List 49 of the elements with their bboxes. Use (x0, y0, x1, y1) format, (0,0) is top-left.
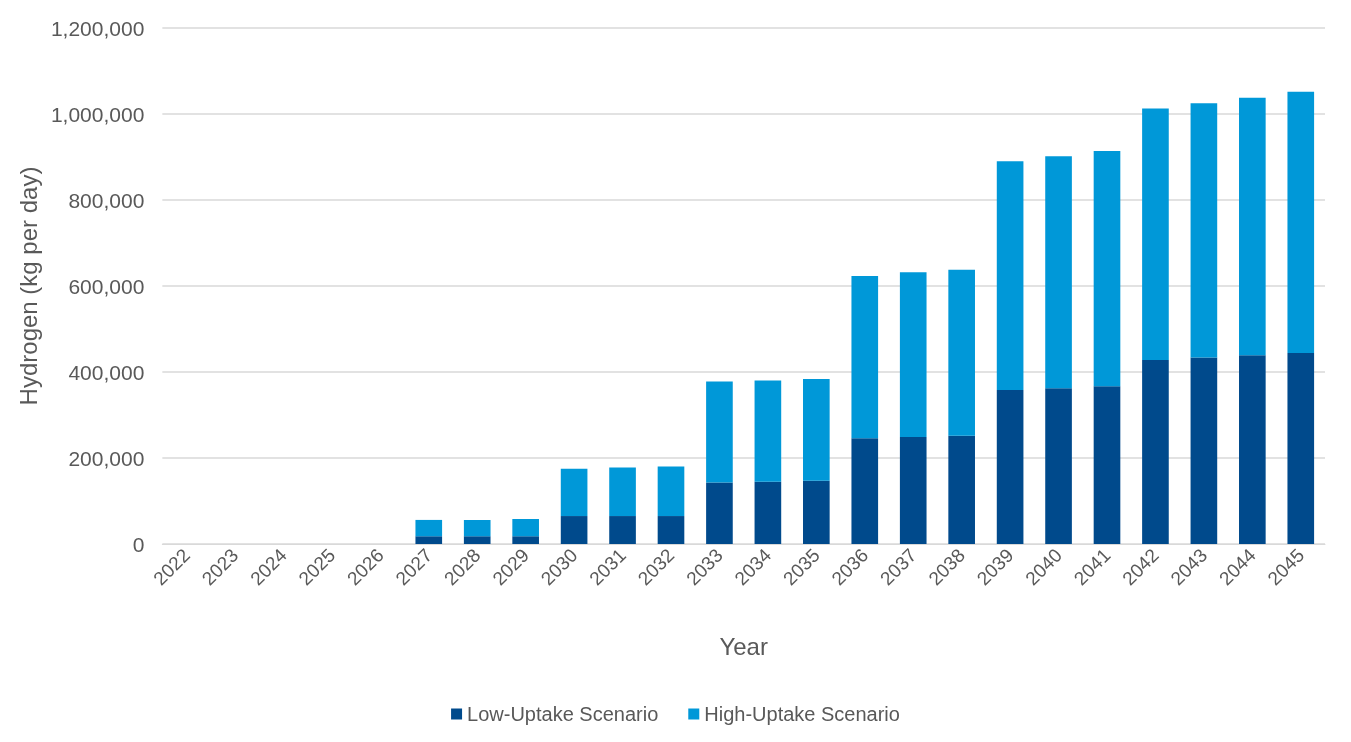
bar (899, 436, 927, 544)
legend-label: High-Uptake Scenario (704, 703, 900, 725)
bar (463, 536, 491, 544)
bar (706, 482, 733, 544)
bar (851, 438, 879, 544)
y-tick-label: 400,000 (68, 360, 145, 384)
bar (1239, 355, 1266, 544)
y-tick-label: 200,000 (68, 446, 145, 470)
bar (948, 435, 975, 544)
bar (1045, 388, 1072, 544)
bar (415, 519, 443, 537)
bar (803, 480, 830, 544)
bar (415, 536, 443, 544)
bar (657, 516, 685, 544)
bar (948, 269, 975, 436)
legend-label: Low-Uptake Scenario (467, 703, 659, 725)
bar (512, 536, 539, 544)
bar (1239, 97, 1266, 356)
y-tick-label: 1,200,000 (50, 16, 145, 40)
bar (657, 466, 685, 517)
x-axis-title: Year (719, 632, 768, 660)
bar (803, 378, 830, 481)
bar (996, 161, 1024, 391)
bar (1142, 359, 1169, 544)
bar (851, 276, 879, 439)
bar (463, 519, 491, 537)
bar (1093, 386, 1121, 544)
bar (1287, 353, 1315, 544)
bar (1093, 150, 1121, 387)
bar (754, 481, 782, 544)
bar (1190, 357, 1218, 544)
bar (899, 272, 927, 437)
bar (560, 468, 588, 517)
bar (1190, 103, 1218, 358)
bar (754, 380, 782, 482)
bar (609, 516, 636, 544)
y-axis-title: Hydrogen (kg per day) (14, 166, 42, 406)
y-tick-label: 0 (132, 532, 145, 556)
y-tick-label: 1,000,000 (50, 102, 145, 126)
bar (996, 390, 1024, 544)
bar (560, 516, 588, 544)
bar (1287, 91, 1315, 354)
y-tick-label: 800,000 (68, 188, 145, 212)
bar (609, 467, 636, 517)
bar (1142, 108, 1169, 360)
y-tick-label: 600,000 (68, 274, 145, 298)
bar (512, 519, 539, 537)
bar (1045, 156, 1072, 389)
bar (706, 381, 733, 483)
